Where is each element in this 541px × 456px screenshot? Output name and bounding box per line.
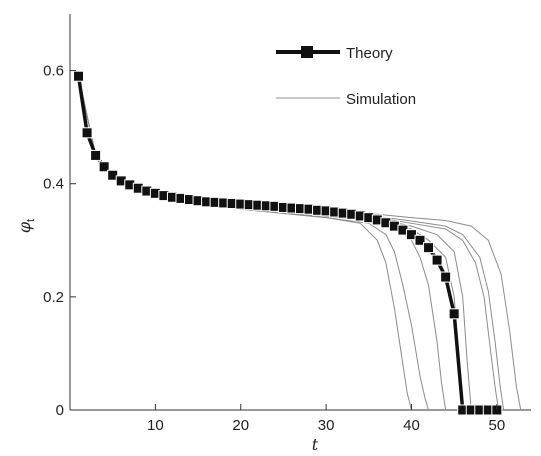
simulation-line-1 [78,76,412,411]
legend: Theory Simulation [276,45,416,108]
axis-ticks: 10 20 30 40 50 0 0.2 0.4 0.6 [43,63,505,434]
x-tick-label: 40 [403,417,420,434]
x-tick-label: 30 [318,417,335,434]
theory-marker [414,234,426,246]
theory-marker [81,127,93,139]
y-tick-label: 0.6 [43,63,64,80]
theory-marker [90,149,102,161]
x-tick-label: 50 [489,417,506,434]
theory-marker [440,271,452,283]
theory-marker [107,169,119,181]
x-tick-label: 10 [147,417,164,434]
theory-line [76,75,497,412]
y-axis-title-symbol: φ [15,221,34,233]
simulation-line-4 [78,76,464,411]
legend-label-simulation: Simulation [346,91,416,108]
theory-marker [98,161,110,173]
theory-marker [405,229,417,241]
y-axis-title-subscript: t [25,219,37,222]
simulation-line-2 [78,76,430,411]
theory-marker [423,242,435,254]
simulation-line-7 [78,76,505,411]
legend-item-theory: Theory [276,45,393,62]
y-tick-label: 0.4 [43,176,64,193]
y-tick-label: 0.2 [43,289,64,306]
y-axis-title: φt [15,219,37,233]
theory-series [73,70,503,416]
simulation-line-6 [78,76,500,411]
svg-text:φt: φt [15,219,37,233]
simulation-line-5 [78,76,472,411]
theory-marker [448,308,460,320]
theory-marker [73,70,85,82]
legend-marker-theory [301,46,313,58]
theory-marker [431,254,443,266]
y-tick-label: 0 [56,402,64,419]
plot-frame [69,14,531,411]
x-axis-title: t [312,435,319,454]
legend-label-theory: Theory [346,45,393,62]
simulation-lines [78,76,522,411]
legend-item-simulation: Simulation [276,91,416,108]
x-tick-label: 20 [232,417,249,434]
simulation-line-8 [78,76,522,411]
